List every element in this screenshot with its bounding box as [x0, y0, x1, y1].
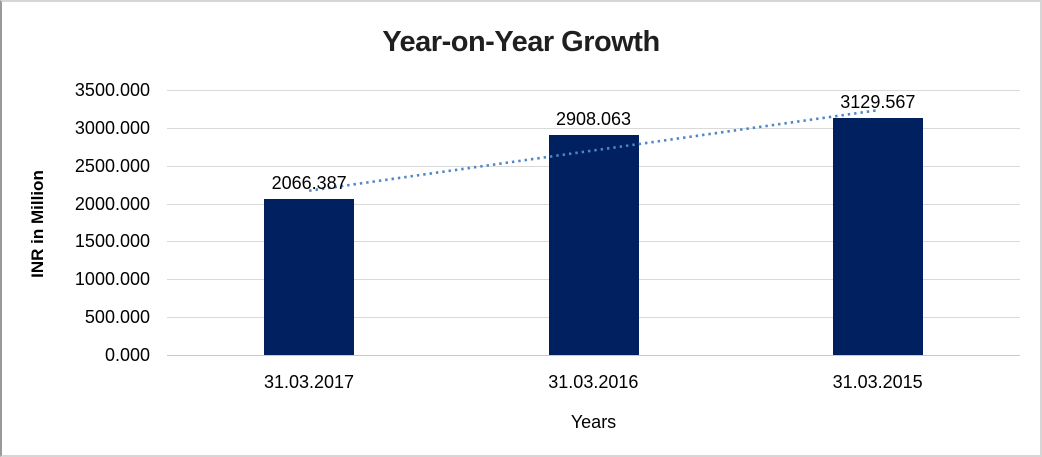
x-tick-label: 31.03.2017 [263, 372, 355, 392]
y-tick-label: 2000.000 [74, 193, 150, 214]
bar [264, 198, 355, 355]
chart-title: Year-on-Year Growth [382, 26, 660, 58]
bar [832, 118, 923, 355]
y-tick-label: 3000.000 [74, 117, 150, 138]
bar-value-label: 2908.063 [555, 108, 632, 129]
bar-value-label: 2066.387 [271, 172, 347, 193]
y-axis-title: INR in Million [28, 170, 47, 278]
gridline [167, 127, 1020, 129]
x-axis-line [167, 355, 1020, 356]
y-tick-label: 500.000 [84, 307, 150, 328]
y-tick-label: 0.000 [104, 345, 150, 365]
plot-area: 2066.387 2908.063 3129.567 [167, 90, 1020, 356]
x-axis-title: Years [570, 412, 617, 432]
y-tick-label: 1500.000 [74, 231, 150, 252]
y-tick-label: 3500.000 [74, 80, 150, 100]
bar-value-label: 3129.567 [840, 92, 916, 113]
y-tick-label: 1000.000 [74, 269, 150, 290]
gridline [167, 90, 1020, 91]
bar [548, 134, 639, 355]
x-tick-label: 31.03.2016 [548, 372, 639, 392]
y-tick-label: 2500.000 [74, 155, 150, 176]
x-tick-label: 31.03.2015 [832, 372, 923, 392]
